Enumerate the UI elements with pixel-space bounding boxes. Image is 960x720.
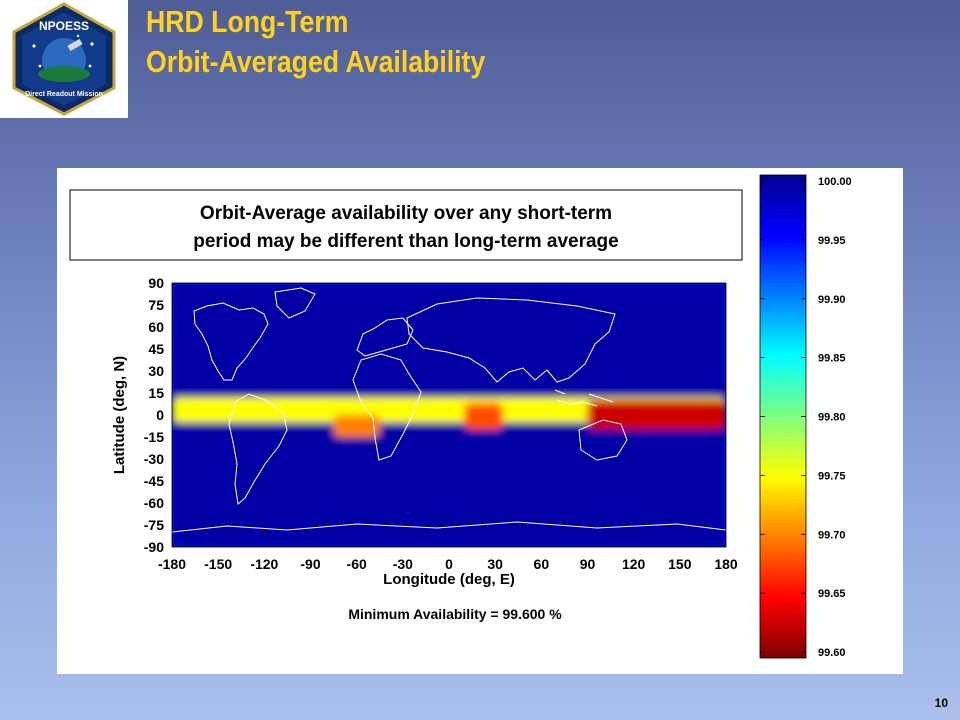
x-tick-label: 60 bbox=[534, 556, 550, 572]
map-frame bbox=[171, 282, 727, 548]
coastlines bbox=[172, 287, 726, 533]
field-feature-3 bbox=[333, 415, 380, 437]
minimum-availability-annotation: Minimum Availability = 99.600 % bbox=[348, 606, 562, 622]
y-tick-labels: 90 75 60 45 30 15 0 -15 -30 -45 -60 -75 -90 bbox=[144, 275, 164, 555]
figure-panel: -180 -150 -120 -90 -60 -30 0 30 60 90 120 150 180 90… bbox=[57, 168, 903, 674]
x-axis-label: Longitude (deg, E) bbox=[383, 571, 515, 588]
colorbar-tick-label: 99.90 bbox=[818, 294, 846, 306]
asia-outline bbox=[406, 297, 616, 383]
x-tick-label: -180 bbox=[158, 556, 186, 572]
callout-line-2: period may be different than long-term a… bbox=[193, 231, 618, 252]
colorbar-tick-label: 99.60 bbox=[818, 647, 846, 659]
y-tick-label: 0 bbox=[156, 407, 164, 423]
callout-box bbox=[69, 189, 743, 261]
y-tick-label: -15 bbox=[144, 429, 164, 445]
colorbar-tick-label: 99.75 bbox=[818, 470, 846, 482]
x-tick-label: 30 bbox=[487, 556, 503, 572]
x-tick-label: 180 bbox=[714, 556, 738, 572]
antarctica-outline bbox=[172, 521, 726, 533]
x-tick-label: -120 bbox=[250, 556, 278, 572]
x-tick-label: -90 bbox=[300, 556, 320, 572]
x-tick-label: 90 bbox=[580, 556, 596, 572]
y-tick-label: -60 bbox=[144, 495, 164, 511]
x-tick-label: 120 bbox=[622, 556, 646, 572]
availability-chart: -180 -150 -120 -90 -60 -30 0 30 60 90 120 150 180 90… bbox=[69, 174, 852, 659]
field-feature-2 bbox=[464, 403, 503, 430]
x-tick-labels: -180 -150 -120 -90 -60 -30 0 30 60 90 120 150 180 bbox=[158, 556, 738, 572]
y-tick-label: 30 bbox=[148, 363, 164, 379]
colorbar-tick-label: 99.70 bbox=[818, 529, 846, 541]
y-tick-label: 75 bbox=[148, 297, 164, 313]
logo-emblem-icon: NPOESS Direct Readout Mission bbox=[12, 2, 116, 116]
colorbar-ticks: 100.00 99.95 99.90 99.85 99.80 99.75 99.70 99.6… bbox=[760, 176, 852, 659]
y-tick-label: -30 bbox=[144, 451, 164, 467]
y-tick-label: 15 bbox=[148, 385, 164, 401]
europe-outline bbox=[356, 317, 414, 357]
y-tick-label: 90 bbox=[148, 275, 164, 291]
title-line-1: HRD Long-Term bbox=[146, 4, 349, 39]
callout-line-1: Orbit-Average availability over any shor… bbox=[200, 203, 612, 224]
x-tick-label: 0 bbox=[445, 556, 453, 572]
north-america-outline bbox=[193, 302, 269, 381]
greenland-outline bbox=[274, 287, 316, 319]
title-line-2: Orbit-Averaged Availability bbox=[146, 44, 486, 79]
logo-mission-text: Direct Readout Mission bbox=[25, 91, 103, 98]
availability-field bbox=[172, 283, 726, 547]
y-axis-label: Latitude (deg, N) bbox=[111, 356, 128, 474]
x-tick-label: 150 bbox=[668, 556, 692, 572]
colorbar-tick-label: 100.00 bbox=[818, 176, 852, 188]
y-tick-label: 45 bbox=[148, 341, 164, 357]
africa-outline bbox=[352, 353, 422, 461]
npoess-logo: NPOESS Direct Readout Mission bbox=[0, 0, 128, 118]
field-feature-1 bbox=[587, 400, 726, 430]
colorbar-tick-label: 99.95 bbox=[818, 235, 846, 247]
colorbar-tick-label: 99.85 bbox=[818, 353, 846, 365]
logo-text: NPOESS bbox=[39, 19, 89, 33]
y-tick-label: -75 bbox=[144, 517, 164, 533]
y-tick-label: -45 bbox=[144, 473, 164, 489]
indonesia-outline bbox=[554, 389, 614, 407]
australia-outline bbox=[578, 419, 628, 461]
colorbar bbox=[759, 174, 807, 659]
x-tick-label: -60 bbox=[347, 556, 367, 572]
slide-title: HRD Long-Term Orbit-Averaged Availabilit… bbox=[146, 2, 485, 82]
colorbar-tick-label: 99.80 bbox=[818, 412, 846, 424]
y-tick-label: 60 bbox=[148, 319, 164, 335]
x-tick-label: -150 bbox=[204, 556, 232, 572]
page-number: 10 bbox=[934, 696, 948, 710]
x-tick-label: -30 bbox=[393, 556, 413, 572]
y-tick-label: -90 bbox=[144, 539, 164, 555]
colorbar-tick-label: 99.65 bbox=[818, 588, 846, 600]
south-america-outline bbox=[228, 393, 288, 505]
